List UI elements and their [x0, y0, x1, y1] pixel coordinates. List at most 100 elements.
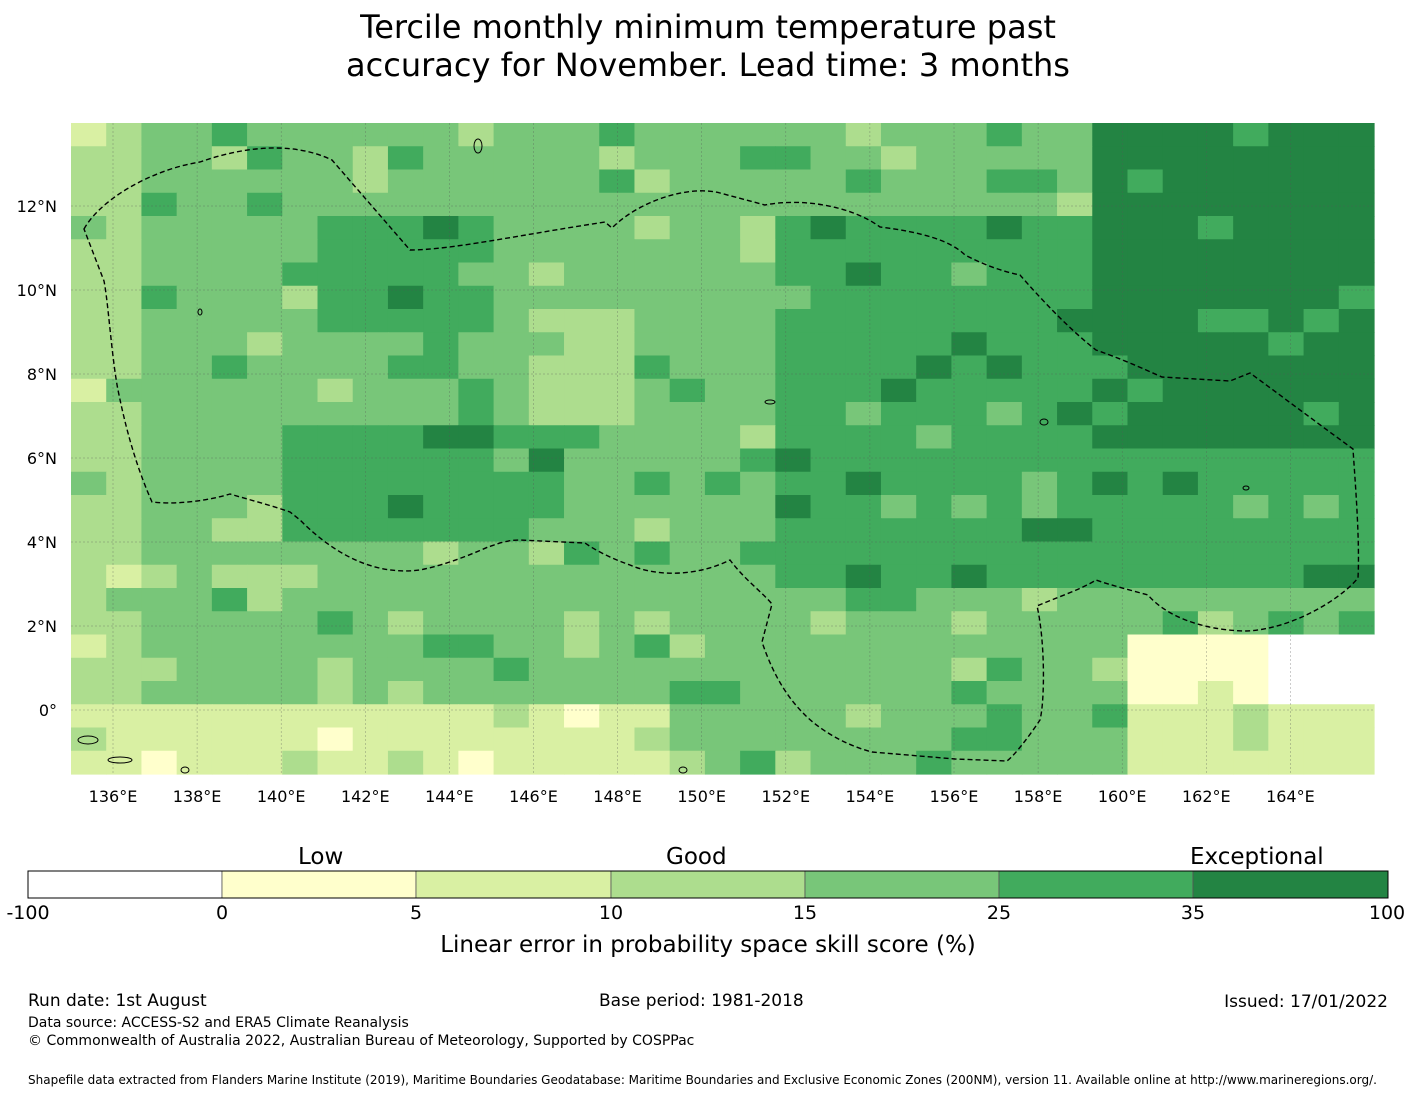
skill-cell: [599, 681, 636, 705]
skill-cell: [352, 355, 389, 380]
skill-cell: [71, 750, 107, 775]
skill-cell: [1197, 518, 1234, 543]
skill-cell: [1303, 448, 1340, 473]
skill-cell: [141, 727, 178, 752]
skill-cell: [1092, 262, 1129, 287]
skill-cell: [387, 634, 424, 659]
skill-cell: [352, 588, 389, 612]
skill-cell: [211, 123, 248, 147]
skill-cell: [880, 495, 917, 519]
skill-cell: [1162, 518, 1199, 543]
skill-cell: [704, 634, 741, 659]
skill-cell: [810, 564, 847, 589]
skill-cell: [1021, 192, 1058, 217]
skill-cell: [247, 471, 283, 496]
skill-cell: [71, 169, 107, 194]
skill-cell: [599, 541, 636, 566]
skill-cell: [493, 378, 530, 403]
skill-cell: [1197, 564, 1234, 589]
island-outline: [473, 138, 483, 154]
skill-cell: [106, 518, 143, 543]
skill-cell: [1197, 727, 1234, 752]
skill-cell: [845, 750, 882, 775]
skill-cell: [211, 262, 248, 287]
skill-cell: [387, 541, 424, 566]
skill-cell: [1338, 611, 1375, 636]
map-title-line-1: Tercile monthly minimum temperature past: [360, 8, 1056, 46]
skill-cell: [387, 611, 424, 636]
skill-cell: [704, 425, 741, 450]
skill-cell: [71, 518, 107, 543]
skill-cell: [1092, 192, 1129, 217]
skill-cell: [1268, 332, 1305, 357]
skill-cell: [528, 355, 565, 380]
skill-cell: [1127, 727, 1164, 752]
skill-cell: [669, 611, 706, 636]
skill-cell: [211, 727, 248, 752]
skill-cell: [916, 123, 953, 147]
skill-cell: [775, 425, 812, 450]
skill-cell: [387, 471, 424, 496]
skill-cell: [916, 192, 953, 217]
skill-cell: [176, 332, 213, 357]
skill-cell: [176, 309, 213, 333]
colorbar-tick: 15: [792, 902, 818, 924]
axis-ticks: 136°E 138°E 140°E 142°E 144°E 146°E 148°E 150°E…: [17, 197, 1315, 806]
skill-cell: [423, 402, 459, 426]
skill-cell: [1092, 146, 1129, 171]
skill-cell: [352, 495, 389, 519]
colorbar-border: [27, 870, 1389, 899]
skill-cell: [951, 192, 988, 217]
skill-cell: [1021, 471, 1058, 496]
skill-cell: [352, 262, 389, 287]
skill-cell: [1338, 495, 1375, 519]
skill-cell: [704, 378, 741, 403]
skill-cell: [247, 402, 283, 426]
skill-cell: [669, 355, 706, 380]
skill-cell: [634, 657, 671, 682]
skill-cell: [669, 285, 706, 310]
skill-cell: [599, 634, 636, 659]
skill-cell: [704, 518, 741, 543]
skill-cell: [106, 402, 143, 426]
skill-cell: [634, 681, 671, 705]
skill-cell: [1338, 146, 1375, 171]
skill-cell: [423, 262, 459, 287]
skill-cell: [704, 216, 741, 240]
skill-cell: [916, 448, 953, 473]
skill-cell: [247, 634, 283, 659]
skill-cell: [317, 239, 354, 264]
skill-cell: [669, 727, 706, 752]
skill-cell: [458, 634, 495, 659]
skill-cell: [740, 355, 776, 380]
skill-cell: [317, 564, 354, 589]
skill-cell: [740, 564, 776, 589]
skill-cell: [282, 285, 319, 310]
skill-cell: [951, 657, 988, 682]
skill-cell: [493, 425, 530, 450]
skill-cell: [1197, 146, 1234, 171]
skill-cell: [1268, 169, 1305, 194]
skill-cell: [1021, 378, 1058, 403]
skill-cell: [528, 588, 565, 612]
skill-cell: [528, 216, 565, 240]
skill-cell: [1268, 146, 1305, 171]
skill-cell: [1338, 634, 1375, 659]
skill-cell: [528, 541, 565, 566]
skill-cell: [810, 378, 847, 403]
skill-cell: [951, 541, 988, 566]
skill-cell: [599, 518, 636, 543]
skill-cell: [1127, 495, 1164, 519]
skill-cell: [880, 355, 917, 380]
skill-cell: [845, 262, 882, 287]
skill-cell: [1338, 285, 1375, 310]
skill-cell: [1021, 402, 1058, 426]
skill-cell: [423, 657, 459, 682]
skill-cell: [176, 355, 213, 380]
skill-cell: [387, 309, 424, 333]
skill-cell: [1197, 309, 1234, 333]
skill-cell: [740, 541, 776, 566]
skill-cell: [1233, 332, 1269, 357]
longitude-tick-label: 164°E: [1266, 787, 1315, 806]
skill-cell: [1162, 123, 1199, 147]
